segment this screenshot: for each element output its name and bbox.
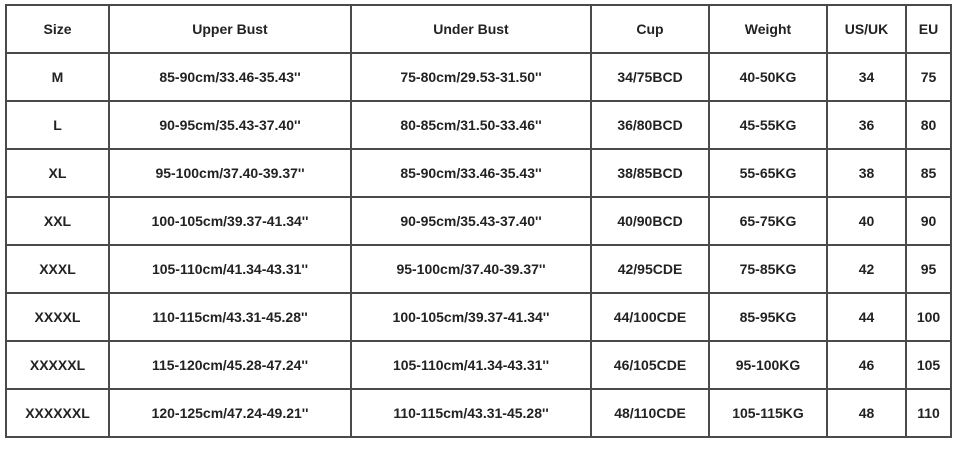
cell-size: M [5, 52, 110, 102]
cell-under-bust: 85-90cm/33.46-35.43'' [350, 148, 592, 198]
cell-eu: 80 [905, 100, 952, 150]
table-row: M 85-90cm/33.46-35.43'' 75-80cm/29.53-31.5… [5, 52, 952, 102]
cell-cup: 46/105CDE [590, 340, 710, 390]
cell-upper-bust: 100-105cm/39.37-41.34'' [108, 196, 352, 246]
cell-upper-bust: 95-100cm/37.40-39.37'' [108, 148, 352, 198]
cell-weight: 105-115KG [708, 388, 828, 438]
column-header-under-bust: Under Bust [350, 4, 592, 54]
cell-us-uk: 44 [826, 292, 907, 342]
cell-weight: 85-95KG [708, 292, 828, 342]
cell-us-uk: 48 [826, 388, 907, 438]
cell-upper-bust: 115-120cm/45.28-47.24'' [108, 340, 352, 390]
table-row: L 90-95cm/35.43-37.40'' 80-85cm/31.50-33.4… [5, 100, 952, 150]
cell-us-uk: 40 [826, 196, 907, 246]
cell-under-bust: 80-85cm/31.50-33.46'' [350, 100, 592, 150]
table-row: XXXXXL 115-120cm/45.28-47.24'' 105-110cm/4… [5, 340, 952, 390]
column-header-us-uk: US/UK [826, 4, 907, 54]
cell-cup: 44/100CDE [590, 292, 710, 342]
column-header-eu: EU [905, 4, 952, 54]
cell-under-bust: 95-100cm/37.40-39.37'' [350, 244, 592, 294]
cell-weight: 55-65KG [708, 148, 828, 198]
cell-upper-bust: 110-115cm/43.31-45.28'' [108, 292, 352, 342]
table-row: XL 95-100cm/37.40-39.37'' 85-90cm/33.46-35… [5, 148, 952, 198]
table-row: XXXXL 110-115cm/43.31-45.28'' 100-105cm/39… [5, 292, 952, 342]
cell-us-uk: 46 [826, 340, 907, 390]
cell-under-bust: 105-110cm/41.34-43.31'' [350, 340, 592, 390]
column-header-cup: Cup [590, 4, 710, 54]
cell-upper-bust: 120-125cm/47.24-49.21'' [108, 388, 352, 438]
cell-cup: 40/90BCD [590, 196, 710, 246]
cell-us-uk: 36 [826, 100, 907, 150]
cell-weight: 65-75KG [708, 196, 828, 246]
cell-under-bust: 100-105cm/39.37-41.34'' [350, 292, 592, 342]
cell-cup: 42/95CDE [590, 244, 710, 294]
cell-eu: 75 [905, 52, 952, 102]
cell-cup: 48/110CDE [590, 388, 710, 438]
cell-eu: 95 [905, 244, 952, 294]
column-header-size: Size [5, 4, 110, 54]
cell-us-uk: 42 [826, 244, 907, 294]
cell-weight: 75-85KG [708, 244, 828, 294]
cell-cup: 36/80BCD [590, 100, 710, 150]
cell-under-bust: 90-95cm/35.43-37.40'' [350, 196, 592, 246]
cell-size: L [5, 100, 110, 150]
cell-size: XXL [5, 196, 110, 246]
column-header-upper-bust: Upper Bust [108, 4, 352, 54]
cell-cup: 34/75BCD [590, 52, 710, 102]
cell-upper-bust: 90-95cm/35.43-37.40'' [108, 100, 352, 150]
cell-eu: 110 [905, 388, 952, 438]
cell-under-bust: 110-115cm/43.31-45.28'' [350, 388, 592, 438]
cell-size: XXXXL [5, 292, 110, 342]
cell-us-uk: 38 [826, 148, 907, 198]
cell-under-bust: 75-80cm/29.53-31.50'' [350, 52, 592, 102]
cell-weight: 40-50KG [708, 52, 828, 102]
cell-eu: 105 [905, 340, 952, 390]
cell-us-uk: 34 [826, 52, 907, 102]
cell-weight: 95-100KG [708, 340, 828, 390]
cell-size: XXXXXXL [5, 388, 110, 438]
cell-eu: 90 [905, 196, 952, 246]
cell-size: XXXXXL [5, 340, 110, 390]
cell-eu: 100 [905, 292, 952, 342]
cell-size: XXXL [5, 244, 110, 294]
cell-upper-bust: 105-110cm/41.34-43.31'' [108, 244, 352, 294]
cell-weight: 45-55KG [708, 100, 828, 150]
cell-eu: 85 [905, 148, 952, 198]
table-row: XXXXXXL 120-125cm/47.24-49.21'' 110-115cm/… [5, 388, 952, 438]
cell-cup: 38/85BCD [590, 148, 710, 198]
table-row: XXXL 105-110cm/41.34-43.31'' 95-100cm/37.4… [5, 244, 952, 294]
cell-upper-bust: 85-90cm/33.46-35.43'' [108, 52, 352, 102]
header-row: Size Upper Bust Under Bust Cup Weight US/UK EU [5, 4, 952, 54]
size-chart-table: Size Upper Bust Under Bust Cup Weight US/UK EU… [5, 4, 952, 438]
column-header-weight: Weight [708, 4, 828, 54]
table-row: XXL 100-105cm/39.37-41.34'' 90-95cm/35.43-… [5, 196, 952, 246]
cell-size: XL [5, 148, 110, 198]
